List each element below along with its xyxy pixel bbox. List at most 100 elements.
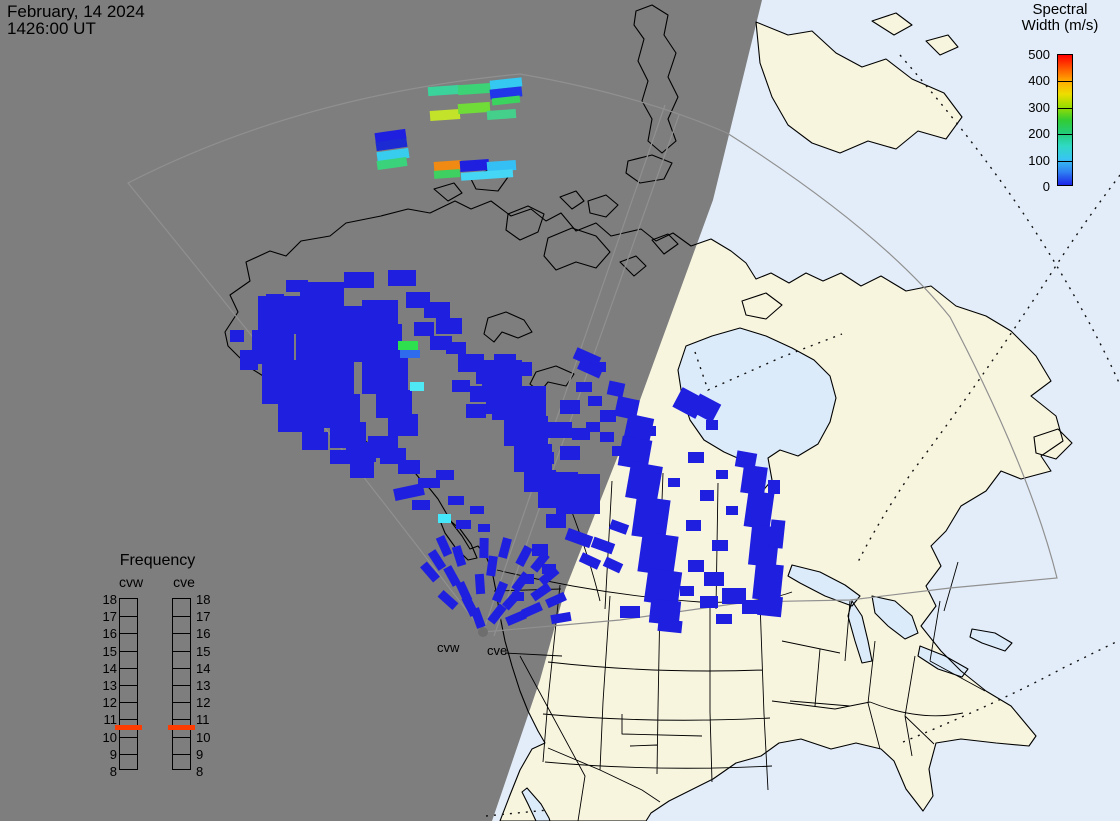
echo-cell <box>398 460 420 474</box>
frequency-tick-label: 15 <box>102 644 117 659</box>
echo-cell <box>590 536 616 555</box>
echo-cell <box>362 300 398 324</box>
echo-cell <box>437 589 459 611</box>
echo-cell <box>716 470 728 479</box>
frequency-tick-label: 12 <box>196 695 211 710</box>
frequency-col-cve: cve <box>173 574 195 590</box>
echo-cell <box>352 324 402 362</box>
colorbar-divider <box>1058 134 1072 135</box>
map-radar-label-cve: cve <box>487 643 508 658</box>
echo-cell <box>700 596 718 608</box>
echo-cell <box>452 380 470 392</box>
echo-cell <box>657 618 683 634</box>
echo-cell <box>460 169 514 181</box>
echo-cell <box>470 607 486 629</box>
echo-cell <box>501 589 523 611</box>
frequency-title: Frequency <box>119 552 196 569</box>
echo-cell <box>466 404 486 418</box>
frequency-cell-divider <box>173 754 190 755</box>
frequency-bar-left <box>119 598 138 770</box>
echo-cell <box>330 450 352 464</box>
echo-cell <box>538 566 560 586</box>
echo-cell <box>400 350 420 358</box>
timestamp: February, 14 2024 1426:00 UT <box>7 3 145 37</box>
colorbar-tick-label: 500 <box>1028 47 1050 62</box>
echo-cell <box>712 540 728 551</box>
echo-cell <box>524 470 556 492</box>
echo-cell <box>716 614 732 624</box>
echo-cell <box>672 387 706 419</box>
echo-cell <box>491 581 509 603</box>
frequency-cell-divider <box>120 754 137 755</box>
echo-cell <box>637 531 679 577</box>
frequency-tick-label: 18 <box>102 592 117 607</box>
echo-cell <box>542 564 556 574</box>
echo-cell <box>388 270 416 286</box>
frequency-tick-label: 14 <box>196 661 211 676</box>
echo-cell <box>486 108 517 121</box>
echo-cell <box>688 560 704 572</box>
frequency-tick-label: 14 <box>102 661 117 676</box>
frequency-legend: Frequency cvw cve 18 17 16 15 14 13 12 11 10 9 8 18… <box>95 552 220 787</box>
echo-cell <box>606 380 626 398</box>
colorbar-tick-label: 300 <box>1028 99 1050 115</box>
echo-cell <box>435 535 453 557</box>
echo-cell <box>752 562 784 602</box>
echo-cell <box>350 462 374 478</box>
frequency-cell-divider <box>120 651 137 652</box>
echo-cell <box>286 280 308 292</box>
echo-cell <box>362 358 408 394</box>
echo-cell <box>478 524 490 532</box>
echo-cell <box>514 444 552 472</box>
frequency-tick-label: 17 <box>102 609 117 624</box>
echo-cell <box>612 446 624 456</box>
echo-cell <box>643 567 683 607</box>
echo-cell <box>296 306 362 362</box>
echo-cell <box>706 420 718 430</box>
echo-cell <box>530 551 550 573</box>
spectral-width-legend: Spectral Width (m/s) 500 400 300 200 100 0 <box>1000 0 1120 200</box>
colorbar-tick-label: 200 <box>1028 126 1050 142</box>
echo-cell <box>648 598 682 626</box>
frequency-tick-label: 8 <box>109 764 117 779</box>
echo-cell <box>266 294 284 306</box>
spectral-width-echo-cells <box>230 77 786 634</box>
echo-cell <box>344 272 374 288</box>
frequency-cell-divider <box>173 702 190 703</box>
echo-cell <box>548 422 572 438</box>
colorbar-gradient <box>1057 54 1073 186</box>
echo-cell <box>742 600 762 614</box>
echo-cell <box>448 496 464 505</box>
graticule-dotted-lines <box>485 54 1120 817</box>
echo-cell <box>498 537 512 559</box>
echo-cell <box>451 545 467 567</box>
echo-cell <box>398 341 418 350</box>
echo-cell <box>446 342 466 354</box>
echo-cell <box>686 520 701 531</box>
echo-cell <box>436 318 462 334</box>
echo-cell <box>457 101 491 115</box>
echo-cell <box>740 464 768 496</box>
echo-cell <box>608 519 630 535</box>
echo-cell <box>768 519 786 549</box>
colorbar-tick-label: 400 <box>1028 73 1050 89</box>
echo-cell <box>588 396 602 406</box>
frequency-tick-label: 11 <box>196 712 210 727</box>
echo-cell <box>375 137 408 152</box>
colorbar-divider <box>1058 81 1072 82</box>
echo-cell <box>412 500 430 510</box>
echo-cell <box>576 382 592 392</box>
echo-cell <box>443 565 461 587</box>
echo-cell <box>388 414 418 436</box>
echo-cell <box>470 386 494 402</box>
echo-cell <box>734 450 758 470</box>
echo-cell <box>457 82 493 96</box>
echo-cell <box>393 483 425 501</box>
echo-cell <box>427 549 447 571</box>
frequency-tick-label: 10 <box>196 730 211 745</box>
frequency-cell-divider <box>120 685 137 686</box>
frequency-tick-label: 16 <box>196 626 211 641</box>
echo-cell <box>600 410 616 422</box>
echo-cell <box>230 330 244 342</box>
